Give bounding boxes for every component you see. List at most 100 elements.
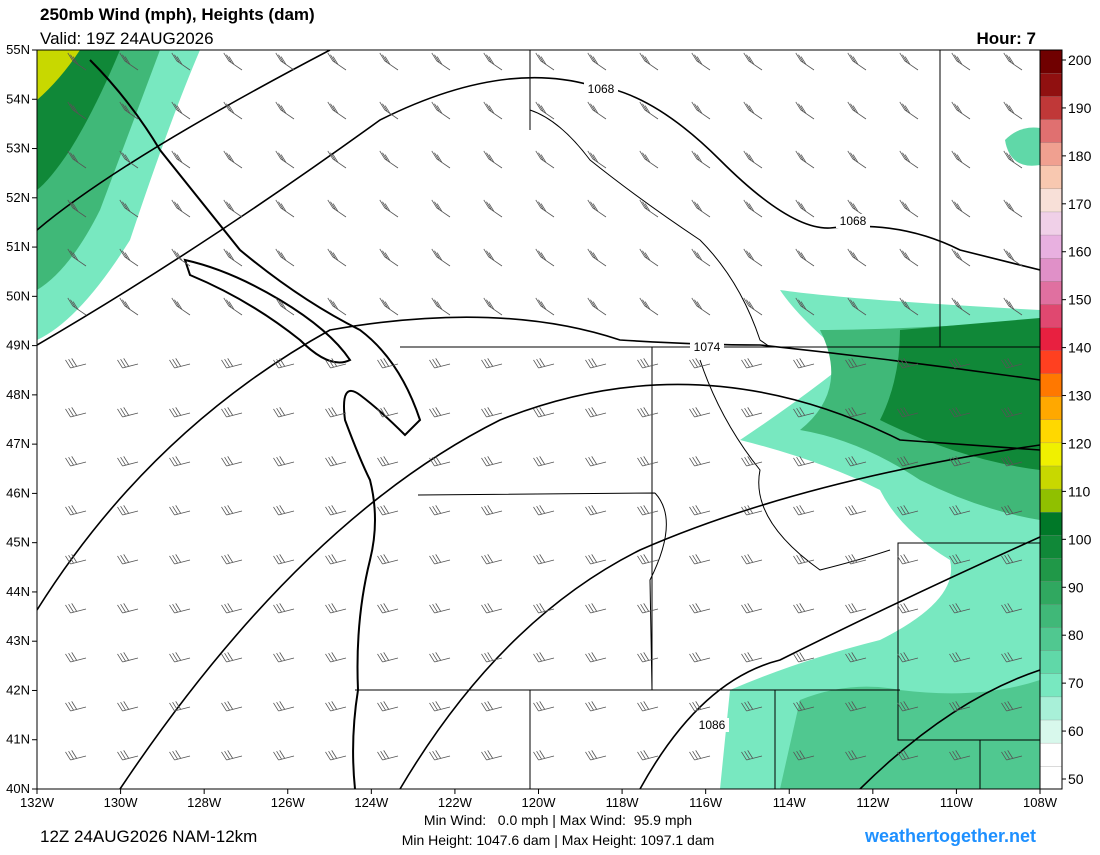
- wind-barb: [743, 248, 763, 267]
- wind-barb: [585, 603, 607, 614]
- wind-barb: [741, 456, 763, 467]
- wind-barb: [535, 297, 555, 316]
- lat-label: 50N: [6, 288, 30, 303]
- wind-barb: [795, 248, 815, 267]
- coastline: [89, 59, 422, 789]
- wind-barb: [793, 750, 815, 761]
- wind-barb: [65, 652, 87, 663]
- wind-barb: [481, 554, 503, 565]
- wind-barb: [327, 150, 347, 169]
- wind-barb: [429, 456, 451, 467]
- wind-barb: [691, 248, 711, 267]
- colorbar-label: 200: [1068, 52, 1092, 68]
- wind-barb: [535, 52, 555, 71]
- wind-barb: [691, 101, 711, 120]
- wind-barb: [1003, 248, 1023, 267]
- wind-barb: [795, 150, 815, 169]
- colorbar-cell: [1039, 119, 1063, 143]
- wind-barb: [897, 505, 919, 516]
- wind-barb: [897, 554, 919, 565]
- colorbar-cell: [1039, 742, 1063, 767]
- contour-label-bg: [695, 718, 729, 732]
- wind-barb: [949, 456, 971, 467]
- valid-time: Valid: 19Z 24AUG2026: [40, 29, 214, 48]
- colorbar-cell: [1039, 719, 1063, 744]
- wind-barb: [637, 505, 659, 516]
- wind-barb: [949, 554, 971, 565]
- wind-barb: [379, 150, 399, 169]
- wind-barb: [67, 101, 87, 120]
- wind-barb: [637, 358, 659, 369]
- wind-barb: [169, 505, 191, 516]
- wind-barb: [65, 554, 87, 565]
- lon-label: 130W: [104, 795, 139, 810]
- wind-barb: [689, 358, 711, 369]
- wind-barb: [951, 101, 971, 120]
- wind-barb: [637, 456, 659, 467]
- colorbar-label: 70: [1068, 675, 1084, 691]
- colorbar-label: 50: [1068, 771, 1084, 787]
- wind-barb: [223, 248, 243, 267]
- colorbar-label: 80: [1068, 627, 1084, 643]
- wind-barb: [689, 554, 711, 565]
- wind-barb: [65, 456, 87, 467]
- lat-label: 53N: [6, 141, 30, 156]
- wind-barb: [743, 101, 763, 120]
- wind-barb: [533, 456, 555, 467]
- colorbar-cell: [1039, 234, 1063, 259]
- wind-barb: [587, 101, 607, 120]
- lon-label: 116W: [689, 795, 723, 810]
- wind-barb: [483, 101, 503, 120]
- lon-label: 112W: [856, 795, 890, 810]
- wind-barb: [377, 407, 399, 418]
- wind-barb: [1003, 101, 1023, 120]
- wind-barb: [221, 358, 243, 369]
- wind-barb: [221, 603, 243, 614]
- wind-barb: [845, 554, 867, 565]
- wind-barb: [325, 505, 347, 516]
- wind-barb: [481, 603, 503, 614]
- wind-barb: [481, 407, 503, 418]
- wind-barb: [221, 505, 243, 516]
- wind-barb: [689, 456, 711, 467]
- wind-barb: [431, 248, 451, 267]
- wind-barb: [481, 358, 503, 369]
- wind-barb: [847, 297, 867, 316]
- lon-label: 110W: [940, 795, 974, 810]
- colorbar-cell: [1039, 673, 1063, 698]
- wind-barb: [899, 297, 919, 316]
- wind-barb: [325, 407, 347, 418]
- wind-barb: [377, 603, 399, 614]
- wind-shade: [37, 50, 80, 100]
- colorbar-label: 180: [1068, 148, 1092, 164]
- wind-barb: [273, 358, 295, 369]
- wind-barb: [845, 603, 867, 614]
- wind-barb: [1003, 52, 1023, 71]
- wind-barb: [639, 199, 659, 218]
- wind-barb: [169, 456, 191, 467]
- wind-barb: [119, 297, 139, 316]
- lat-label: 46N: [6, 485, 30, 500]
- site-link[interactable]: weathertogether.net: [864, 826, 1036, 846]
- wind-barb: [533, 505, 555, 516]
- wind-barb: [169, 554, 191, 565]
- wind-barb: [897, 652, 919, 663]
- contour-label: 1068: [588, 82, 615, 96]
- wind-barb: [65, 603, 87, 614]
- wind-barb: [743, 150, 763, 169]
- wind-barb: [327, 297, 347, 316]
- wind-barb: [691, 52, 711, 71]
- colorbar-cell: [1039, 49, 1063, 74]
- colorbar-label: 170: [1068, 196, 1092, 212]
- wind-barb: [743, 297, 763, 316]
- wind-barb: [1001, 456, 1023, 467]
- wind-barb: [795, 52, 815, 71]
- lon-label: 126W: [271, 795, 306, 810]
- wind-barb: [949, 603, 971, 614]
- wind-barb: [377, 358, 399, 369]
- wind-barb: [1001, 358, 1023, 369]
- wind-barb: [221, 652, 243, 663]
- wind-barb: [793, 358, 815, 369]
- wind-barb: [1001, 701, 1023, 712]
- wind-barb: [171, 297, 191, 316]
